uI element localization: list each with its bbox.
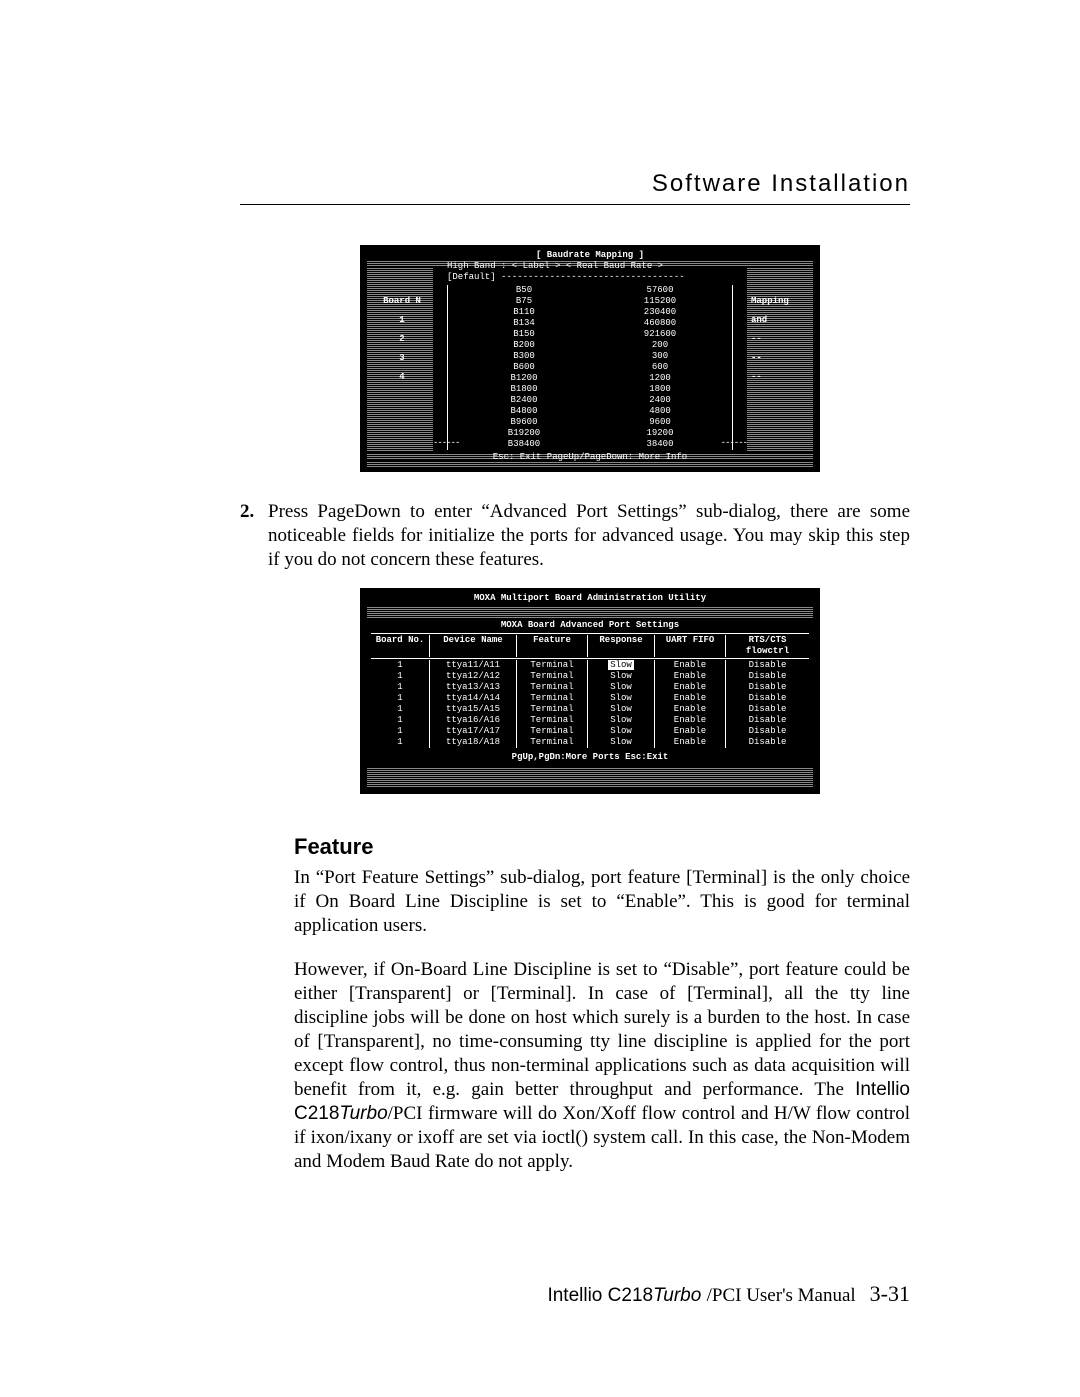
header-rule [240, 204, 910, 205]
step-text: Press PageDown to enter “Advanced Port S… [268, 500, 910, 572]
dialog-footer-hint: Esc: Exit PageUp/PageDown: More Info [367, 452, 813, 463]
baudrate-row[interactable]: B600600 [454, 362, 726, 373]
baudrate-row[interactable]: B96009600 [454, 417, 726, 428]
step-2: 2. Press PageDown to enter “Advanced Por… [240, 500, 910, 572]
step-number: 2. [240, 500, 268, 572]
dialog-subtitle-1: High Band : < Label > < Real Baud Rate > [447, 261, 813, 272]
baudrate-row[interactable]: B48004800 [454, 406, 726, 417]
port-row[interactable]: 1ttya18/A18TerminalSlowEnableDisable [365, 737, 815, 748]
section-header: Software Installation [240, 170, 910, 204]
panel-title: MOXA Board Advanced Port Settings [365, 620, 815, 631]
baudrate-row[interactable]: B24002400 [454, 395, 726, 406]
baudrate-row[interactable]: B75115200 [454, 296, 726, 307]
baudrate-row[interactable]: B18001800 [454, 384, 726, 395]
port-settings-rows[interactable]: 1ttya11/A11TerminalSlowEnableDisable1tty… [365, 660, 815, 748]
feature-paragraph-1: In “Port Feature Settings” sub-dialog, p… [294, 866, 910, 938]
baudrate-row[interactable]: B134460800 [454, 318, 726, 329]
column-headers: Board No. Device Name Feature Response U… [365, 635, 815, 657]
page-footer: Intellio C218Turbo /PCI User's Manual3-3… [547, 1281, 910, 1307]
port-row[interactable]: 1ttya13/A13TerminalSlowEnableDisable [365, 682, 815, 693]
baudrate-list[interactable]: B5057600B75115200B110230400B134460800B15… [447, 285, 733, 450]
feature-paragraph-2: However, if On-Board Line Discipline is … [294, 958, 910, 1174]
manual-page: Software Installation [ Baudrate Mapping… [0, 0, 1080, 1397]
mapping-column: Mapping and -- -- -- [751, 296, 805, 391]
port-row[interactable]: 1ttya16/A16TerminalSlowEnableDisable [365, 715, 815, 726]
baudrate-row[interactable]: B3840038400 [454, 439, 726, 450]
port-row[interactable]: 1ttya11/A11TerminalSlowEnableDisable [365, 660, 815, 671]
baudrate-row[interactable]: B5057600 [454, 285, 726, 296]
dialog-subtitle-2: [Default] ------------------------------… [447, 272, 813, 283]
port-row[interactable]: 1ttya12/A12TerminalSlowEnableDisable [365, 671, 815, 682]
baudrate-row[interactable]: B12001200 [454, 373, 726, 384]
baudrate-row[interactable]: B300300 [454, 351, 726, 362]
feature-heading: Feature [294, 834, 910, 860]
baudrate-mapping-screenshot: [ Baudrate Mapping ] High Band : < Label… [360, 245, 910, 472]
advanced-port-settings-screenshot: MOXA Multiport Board Administration Util… [360, 588, 910, 794]
baudrate-row[interactable]: B150921600 [454, 329, 726, 340]
utility-title: MOXA Multiport Board Administration Util… [365, 593, 815, 604]
dialog-title: [ Baudrate Mapping ] [367, 250, 813, 261]
baudrate-row[interactable]: B200200 [454, 340, 726, 351]
port-row[interactable]: 1ttya14/A14TerminalSlowEnableDisable [365, 693, 815, 704]
port-row[interactable]: 1ttya15/A15TerminalSlowEnableDisable [365, 704, 815, 715]
board-number-column: Board N 1 2 3 4 [375, 296, 429, 391]
port-row[interactable]: 1ttya17/A17TerminalSlowEnableDisable [365, 726, 815, 737]
baudrate-row[interactable]: B1920019200 [454, 428, 726, 439]
baudrate-row[interactable]: B110230400 [454, 307, 726, 318]
panel-footer-hint: PgUp,PgDn:More Ports Esc:Exit [365, 752, 815, 763]
